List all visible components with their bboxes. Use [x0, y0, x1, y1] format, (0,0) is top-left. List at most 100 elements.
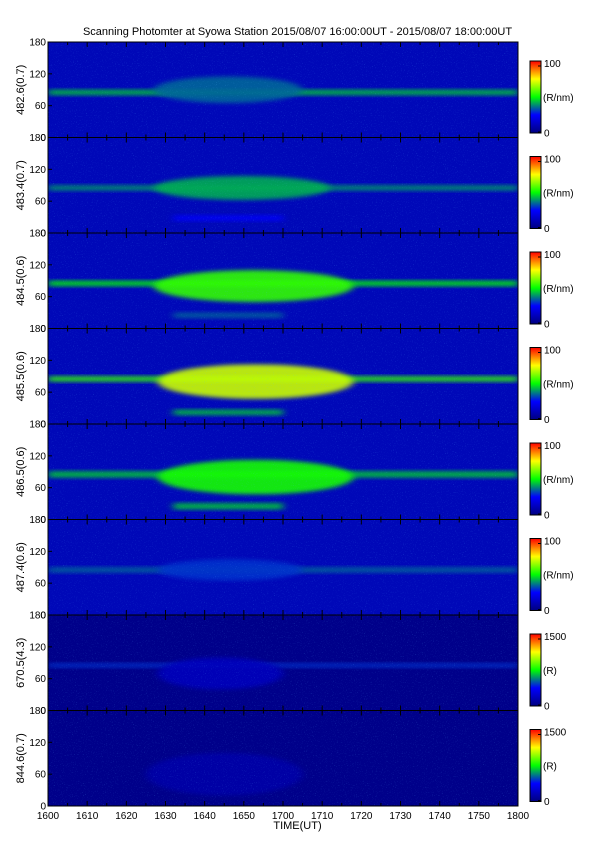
colorbar-tick-label: 0	[544, 415, 550, 426]
colorbar-unit: (R/nm)	[543, 475, 574, 486]
panel-8: 0 60 120 180 844.6(0.7) 0 1500 (R)	[15, 706, 567, 813]
x-tick-label: 1720	[350, 811, 373, 822]
y-tick-label: 180	[29, 420, 46, 431]
colorbar-unit: (R/nm)	[543, 189, 574, 200]
colorbar-tick-label: 1500	[544, 632, 567, 643]
y-tick-label: 60	[35, 483, 47, 494]
y-tick-label: 0	[40, 515, 46, 526]
y-tick-label: 60	[35, 770, 47, 781]
colorbar-tick-label: 0	[544, 702, 550, 713]
colorbar	[529, 538, 542, 611]
y-tick-label: 180	[29, 611, 46, 622]
colorbar-tick-label: 0	[544, 797, 550, 808]
panel-ylabel: 482.6(0.7)	[15, 65, 27, 115]
y-tick-label: 120	[29, 165, 46, 176]
colorbar-unit: (R)	[543, 666, 557, 677]
panel-4: 0 60 120 180 485.5(0.6) 0 100 (R/nm)	[15, 324, 574, 431]
colorbar-tick-label: 100	[544, 537, 561, 548]
chart-title: Scanning Photomter at Syowa Station 2015…	[82, 26, 513, 38]
colorbar-unit: (R/nm)	[543, 93, 574, 104]
y-tick-label: 120	[29, 356, 46, 367]
x-tick-label: 1730	[389, 811, 412, 822]
y-tick-label: 60	[35, 292, 47, 303]
y-tick-label: 180	[29, 229, 46, 240]
x-tick-label: 1630	[154, 811, 177, 822]
y-tick-label: 60	[35, 674, 47, 685]
heatmap-features	[48, 42, 518, 138]
colorbar	[529, 156, 542, 229]
x-tick-label: 1600	[37, 811, 60, 822]
y-tick-label: 120	[29, 547, 46, 558]
heatmap-features	[48, 424, 518, 520]
x-tick-label: 1610	[76, 811, 99, 822]
y-tick-label: 120	[29, 738, 46, 749]
panel-1: 0 60 120 180 482.6(0.7) 0 100 (R/nm)	[15, 38, 574, 145]
heatmap-noise	[48, 328, 518, 424]
colorbar-unit: (R/nm)	[543, 571, 574, 582]
x-tick-label: 1800	[507, 811, 530, 822]
heatmap-noise	[48, 615, 518, 711]
x-tick-label: 1750	[468, 811, 491, 822]
panel-6: 0 60 120 180 487.4(0.6) 0 100 (R/nm)	[15, 515, 574, 622]
heatmap-noise	[48, 233, 518, 329]
y-tick-label: 0	[40, 802, 46, 813]
y-tick-label: 0	[40, 706, 46, 717]
y-tick-label: 0	[40, 229, 46, 240]
colorbar-tick-label: 100	[544, 346, 561, 357]
panel-2: 0 60 120 180 483.4(0.7) 0 100 (R/nm)	[15, 133, 574, 240]
x-tick-label: 1740	[429, 811, 452, 822]
heatmap-noise	[48, 42, 518, 138]
heatmap-features	[48, 328, 518, 424]
colorbar	[529, 251, 542, 325]
x-tick-label: 1640	[194, 811, 217, 822]
y-tick-label: 120	[29, 260, 46, 271]
colorbar-tick-label: 0	[544, 320, 550, 331]
x-axis-label: TIME(UT)	[273, 820, 322, 832]
panel-ylabel: 844.6(0.7)	[15, 733, 27, 783]
panel-ylabel: 484.5(0.6)	[15, 256, 27, 306]
y-tick-label: 180	[29, 38, 46, 49]
heatmap-features	[48, 615, 518, 711]
heatmap-features	[48, 710, 518, 806]
y-tick-label: 120	[29, 642, 46, 653]
heatmap-noise	[48, 137, 518, 233]
heatmap-features	[48, 519, 518, 615]
y-tick-label: 180	[29, 133, 46, 144]
heatmap-noise	[48, 424, 518, 520]
colorbar-tick-label: 100	[544, 155, 561, 166]
panel-ylabel: 483.4(0.7)	[15, 160, 27, 210]
x-tick-label: 1710	[311, 811, 334, 822]
colorbar	[529, 729, 542, 802]
colorbar-tick-label: 100	[544, 59, 561, 70]
colorbar-tick-label: 0	[544, 224, 550, 235]
colorbar	[529, 347, 542, 420]
x-tick-label: 1700	[272, 811, 295, 822]
y-tick-label: 0	[40, 611, 46, 622]
colorbar-tick-label: 0	[544, 129, 550, 140]
heatmap-noise	[48, 710, 518, 806]
y-tick-label: 60	[35, 101, 47, 112]
colorbar-tick-label: 0	[544, 511, 550, 522]
colorbar-tick-label: 100	[544, 441, 561, 452]
colorbar	[529, 60, 542, 134]
colorbar-unit: (R)	[543, 762, 557, 773]
y-tick-label: 60	[35, 197, 47, 208]
colorbar	[529, 633, 542, 707]
colorbar-tick-label: 1500	[544, 728, 567, 739]
colorbar-tick-label: 0	[544, 606, 550, 617]
y-tick-label: 60	[35, 388, 47, 399]
y-tick-label: 120	[29, 69, 46, 80]
panel-ylabel: 487.4(0.6)	[15, 542, 27, 592]
y-tick-label: 0	[40, 420, 46, 431]
panel-ylabel: 485.5(0.6)	[15, 351, 27, 401]
y-tick-label: 60	[35, 579, 47, 590]
panel-ylabel: 486.5(0.6)	[15, 447, 27, 497]
x-tick-label: 1620	[115, 811, 138, 822]
panel-ylabel: 670.5(4.3)	[15, 638, 27, 688]
colorbar-unit: (R/nm)	[543, 284, 574, 295]
panel-3: 0 60 120 180 484.5(0.6) 0 100 (R/nm)	[15, 229, 574, 336]
y-tick-label: 120	[29, 451, 46, 462]
y-tick-label: 0	[40, 324, 46, 335]
heatmap-noise	[48, 519, 518, 615]
